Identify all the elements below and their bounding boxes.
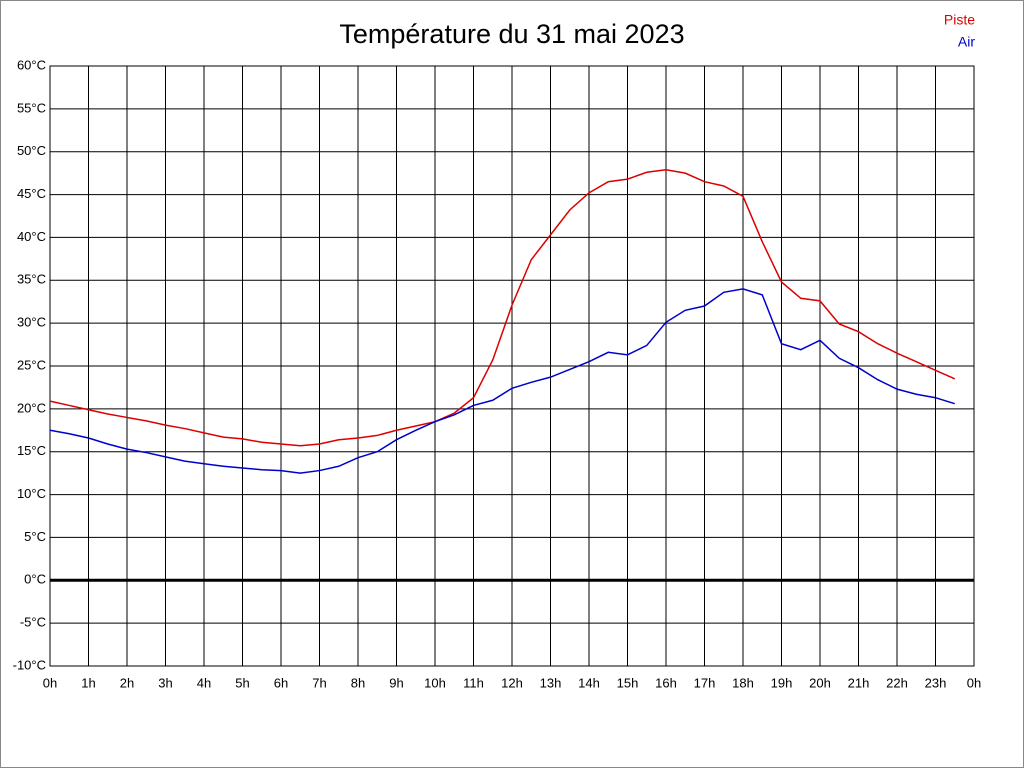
legend-entry: Air <box>958 34 975 50</box>
y-tick-label: 30°C <box>17 315 46 330</box>
x-tick-label: 0h <box>43 675 57 690</box>
y-tick-label: 55°C <box>17 100 46 115</box>
y-tick-label: 20°C <box>17 400 46 415</box>
x-tick-label: 0h <box>967 675 981 690</box>
y-tick-label: 0°C <box>24 572 46 587</box>
x-tick-label: 5h <box>235 675 249 690</box>
x-tick-label: 12h <box>501 675 523 690</box>
line-series <box>49 168 956 447</box>
x-tick-label: 20h <box>809 675 831 690</box>
x-tick-label: 13h <box>540 675 562 690</box>
x-tick-label: 11h <box>463 675 484 690</box>
y-tick-label: 25°C <box>17 357 46 372</box>
y-tick-label: 5°C <box>24 529 46 544</box>
x-tick-label: 2h <box>120 675 134 690</box>
legend-entry: Piste <box>944 12 975 28</box>
x-tick-label: 8h <box>351 675 365 690</box>
x-tick-label: 14h <box>578 675 600 690</box>
y-tick-label: 35°C <box>17 272 46 287</box>
x-tick-label: 3h <box>158 675 172 690</box>
chart-title: Température du 31 mai 2023 <box>339 19 684 49</box>
x-tick-label: 10h <box>424 675 446 690</box>
x-tick-label: 9h <box>389 675 403 690</box>
x-tick-label: 17h <box>694 675 716 690</box>
y-tick-label: 45°C <box>17 186 46 201</box>
y-tick-label: -5°C <box>20 615 46 630</box>
y-tick-label: 50°C <box>17 143 46 158</box>
x-tick-label: 19h <box>771 675 793 690</box>
y-tick-label: 40°C <box>17 229 46 244</box>
x-tick-label: 18h <box>732 675 754 690</box>
line-series <box>49 288 955 474</box>
y-tick-label: -10°C <box>13 657 46 672</box>
x-tick-label: 6h <box>274 675 288 690</box>
x-tick-label: 4h <box>197 675 211 690</box>
x-tick-label: 21h <box>848 675 870 690</box>
x-tick-label: 22h <box>886 675 908 690</box>
x-tick-label: 23h <box>925 675 947 690</box>
x-tick-label: 15h <box>617 675 639 690</box>
y-tick-label: 60°C <box>17 57 46 72</box>
x-tick-label: 1h <box>81 675 95 690</box>
y-tick-label: 15°C <box>17 443 46 458</box>
x-tick-label: 16h <box>655 675 677 690</box>
x-tick-label: 7h <box>312 675 326 690</box>
y-tick-label: 10°C <box>17 486 46 501</box>
